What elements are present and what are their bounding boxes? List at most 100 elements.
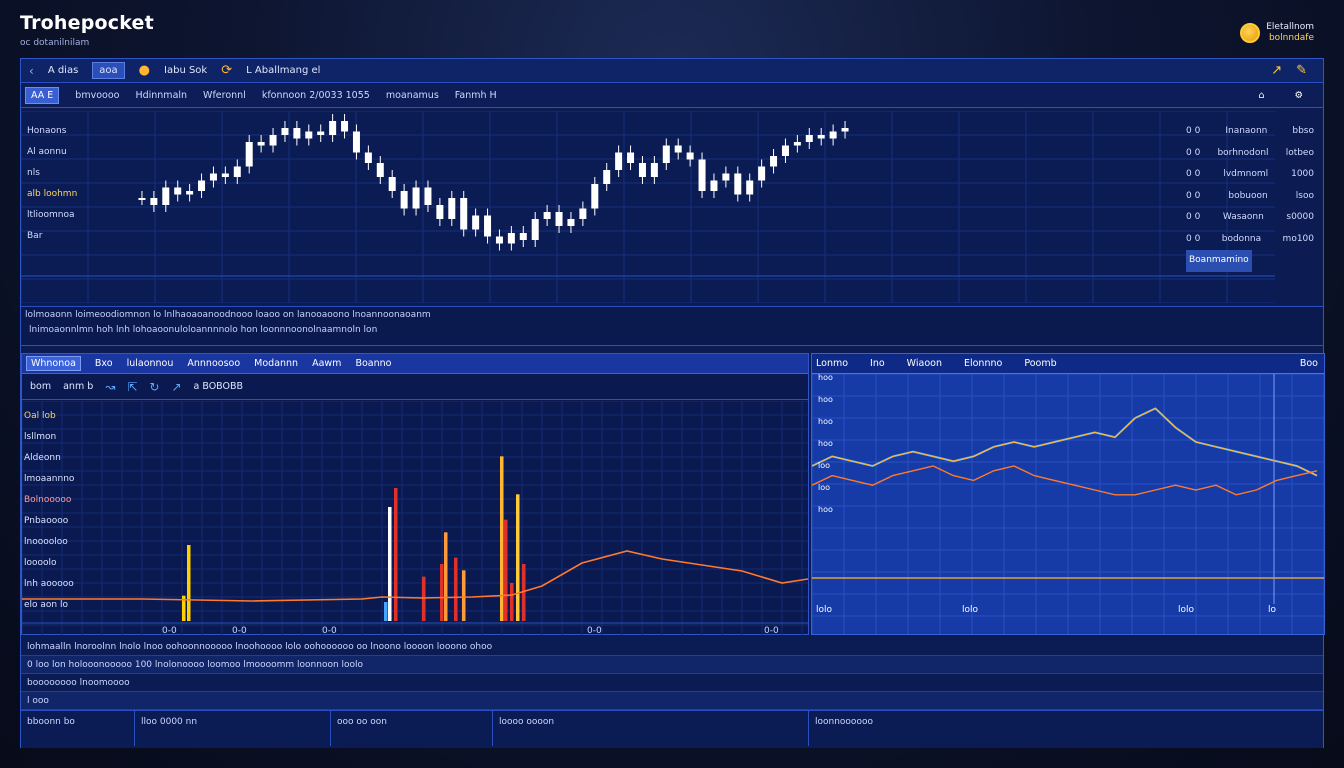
volume-bar	[454, 557, 458, 621]
price-scale-row: 0 0 bobuoon lsoo	[1186, 190, 1314, 201]
volume-bar	[500, 456, 504, 621]
price-scale-row: 0 0 Inanaonn bbso	[1186, 126, 1314, 136]
table-cell: lloo 0000 nn	[135, 711, 331, 746]
toolbar-item-0[interactable]: A dias	[47, 65, 79, 76]
candle-body	[352, 131, 360, 153]
volume-tab[interactable]: Whnonoa	[26, 356, 81, 371]
chart-settings-icon[interactable]: ⚙	[1294, 90, 1303, 101]
side-label: lsllmon	[24, 432, 57, 442]
volume-tools: bom anm b ↝ ⇱ ↻ ↗ a BOBOBB	[22, 374, 808, 400]
cycle-tool-icon[interactable]: ↻	[149, 379, 160, 394]
volume-header-item[interactable]: lulaonnou	[126, 358, 174, 369]
volume-header-item[interactable]: Boanno	[355, 358, 392, 369]
volume-chart[interactable]: 0-0 0-0 0-0 0-0 0-0	[22, 401, 808, 635]
line-chart-header-item[interactable]: Elonnno	[963, 358, 1003, 369]
coin-toggle-icon[interactable]: ●	[138, 63, 151, 78]
volume-overlay-line	[22, 550, 808, 602]
volume-header-item[interactable]: Aawm	[312, 358, 342, 369]
toolbar-item-2[interactable]: L Aballmang el	[246, 65, 321, 76]
subbar-item-1[interactable]: Hdinnmaln	[135, 90, 188, 101]
volume-tool-label[interactable]: anm b	[63, 381, 94, 392]
table-row[interactable]: 0 loo lon holooonooooo 100 lnolonoooo lo…	[21, 656, 1323, 674]
volume-tool-label[interactable]: bom	[30, 381, 52, 392]
table-row[interactable]: l ooo	[21, 692, 1323, 710]
toolbar-active-tab[interactable]: aoa	[92, 62, 125, 79]
volume-bar	[516, 494, 520, 621]
volume-bar	[444, 532, 448, 621]
candle-body	[257, 142, 265, 146]
curve-tool-icon[interactable]: ↝	[105, 379, 116, 394]
time-axis-row: lolmoaonn loimeoodiomnon lo lnlhaoaoanoo…	[21, 306, 1323, 346]
volume-header-item[interactable]: Annnoosoo	[187, 358, 241, 369]
back-arrow-icon[interactable]: ‹	[29, 63, 34, 78]
row-label: alb loohmn	[27, 189, 78, 199]
drawing-tool-icon[interactable]: ✎	[1296, 63, 1307, 78]
candle-body	[638, 163, 646, 177]
candle-body	[376, 163, 384, 177]
refresh-icon[interactable]: ⟳	[221, 63, 233, 78]
price-scale-row: 0 0 bodonna mo100	[1186, 233, 1314, 244]
candle-body	[364, 152, 372, 163]
candle-body	[627, 152, 635, 163]
line-chart-header-item[interactable]: Ino	[870, 358, 885, 369]
row-label: ltlioomnoa	[27, 210, 75, 220]
volume-bar	[422, 576, 426, 621]
time-axis-line-2: lnimoaonnlmn hoh lnh lohoaoonuloloannnno…	[29, 325, 378, 335]
subbar-item-5[interactable]: Fanmh H	[454, 90, 497, 101]
current-price-tag[interactable]: Boanmamino	[1186, 250, 1252, 272]
trend-up-icon[interactable]: ↗	[1271, 63, 1283, 78]
candle-body	[305, 131, 313, 139]
data-table: lohmaalln lnoroolnn lnolo lnoo oohoonnoo…	[21, 638, 1323, 748]
line-chart-header-item[interactable]: Boo	[1299, 358, 1318, 369]
price-scale-row: 0 0 Wasaonn s0000	[1186, 212, 1314, 222]
candle-body	[567, 219, 575, 226]
candle-body	[674, 145, 682, 153]
line-tool-icon[interactable]: ↗	[171, 379, 182, 394]
account-widget[interactable]: Eletallnom bolnndafe	[1240, 22, 1314, 44]
subbar-item-2[interactable]: Wferonnl	[203, 90, 246, 101]
y-tick-label: hoo	[818, 417, 833, 426]
table-row[interactable]: boooooooo lnoomoooo	[21, 674, 1323, 692]
brand: Trohepocket oc dotanilnilam	[20, 12, 154, 48]
side-label: Oal lob	[24, 411, 56, 421]
coin-icon	[1240, 23, 1261, 43]
candlestick-chart-panel[interactable]: Honaons Al aonnu nls alb loohmn ltlioomn…	[20, 110, 1275, 304]
table-cell: loooo oooon	[493, 711, 809, 746]
candle-body	[746, 180, 754, 195]
toolbar-item-1[interactable]: Iabu Sok	[164, 65, 208, 76]
x-tick-label: 0-0	[162, 626, 177, 635]
candle-body	[209, 173, 217, 181]
candle-body	[245, 142, 253, 167]
subbar-item-3[interactable]: kfonnoon 2/0033 1055	[261, 90, 370, 101]
table-row[interactable]: lohmaalln lnoroolnn lnolo lnoo oohoonnoo…	[21, 638, 1323, 656]
y-tick-label: loo	[818, 461, 830, 470]
volume-panel: Whnonoa Bxo lulaonnou Annnoosoo Modannn …	[21, 353, 809, 635]
candle-body	[722, 173, 730, 181]
candle-body	[293, 128, 301, 139]
candlestick-chart[interactable]	[20, 110, 1275, 304]
line-chart-header-item[interactable]: Poomb	[1024, 358, 1057, 369]
subbar-item-4[interactable]: moanamus	[385, 90, 439, 101]
volume-header-item[interactable]: Bxo	[94, 358, 113, 369]
candle-body	[484, 215, 492, 237]
row-label: Al aonnu	[27, 147, 67, 157]
line-chart-header-item[interactable]: Lonmo	[816, 358, 849, 369]
volume-header-item[interactable]: Modannn	[254, 358, 299, 369]
candle-body	[603, 170, 611, 184]
volume-tool-label[interactable]: a BOBOBB	[193, 381, 244, 392]
table-cell: loonnoooooo	[815, 717, 873, 727]
lock-icon[interactable]: ⌂	[1258, 90, 1265, 101]
line-chart-header: Lonmo Ino Wiaoon Elonnno Poomb Boo	[812, 354, 1324, 374]
pointer-tool-icon[interactable]: ⇱	[127, 379, 138, 394]
subbar-item-0[interactable]: bmvoooo	[75, 90, 120, 101]
app-logo[interactable]: Trohepocket	[20, 12, 154, 34]
volume-bar	[182, 595, 186, 621]
candle-body	[424, 187, 432, 205]
line-chart-header-item[interactable]: Wiaoon	[906, 358, 942, 369]
table-cell: ooo oo oon	[331, 711, 493, 746]
line-series-1-highlight	[811, 407, 1318, 477]
candle-body	[460, 198, 468, 230]
instrument-chip[interactable]: AA E	[25, 87, 60, 104]
